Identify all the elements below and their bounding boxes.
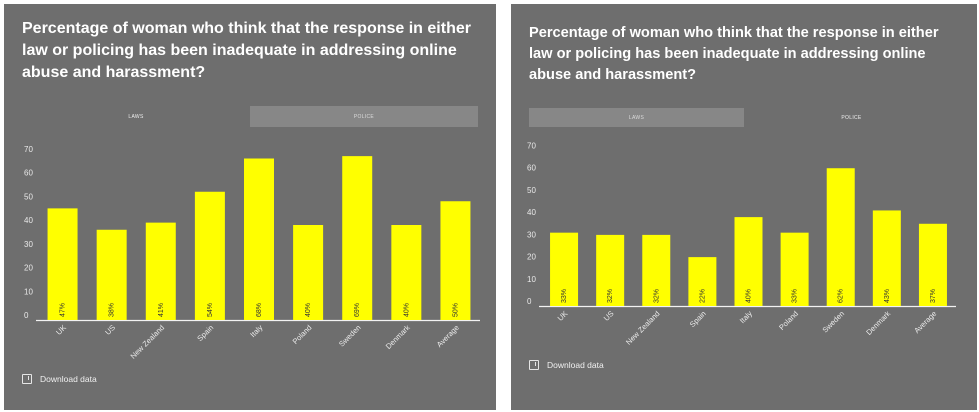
x-tick-label: Italy	[738, 309, 754, 325]
data-label: 41%	[158, 303, 165, 317]
x-tick-label: Sweden	[821, 309, 847, 335]
x-tick-label: UK	[54, 323, 68, 337]
data-label: 47%	[60, 303, 67, 317]
chart-title: Percentage of woman who think that the r…	[22, 20, 471, 81]
y-tick-label: 40	[24, 216, 33, 225]
bar	[872, 210, 901, 306]
bar	[342, 156, 373, 320]
y-tick-label: 60	[527, 164, 536, 173]
y-tick-label: 30	[527, 230, 536, 239]
bar	[244, 158, 274, 320]
tab-bar: LAWS POLICE	[529, 108, 959, 127]
data-label: 37%	[930, 289, 937, 303]
bar-chart: 0 10 20 30 40 50 60 70 47% UK 38% US 41% New Zealand 5…	[24, 145, 480, 361]
y-tick-label: 0	[527, 297, 532, 306]
data-label: 38%	[109, 303, 116, 317]
data-label: 33%	[561, 289, 568, 303]
y-tick-label: 20	[527, 253, 536, 262]
bar	[918, 223, 947, 306]
bar	[688, 257, 717, 306]
x-tick-label: Average	[435, 323, 461, 349]
chart-panel-laws: Percentage of woman who think that the r…	[4, 4, 496, 410]
bar	[391, 225, 422, 320]
bar	[642, 234, 671, 306]
data-label: 68%	[256, 303, 263, 317]
download-label: Download data	[40, 374, 97, 384]
bar-chart: 0 10 20 30 40 50 60 70 33% UK 32% US 32% New Zealand 2…	[527, 141, 956, 347]
x-tick-label: New Zealand	[129, 323, 167, 361]
download-data-button[interactable]: Download data	[22, 374, 97, 384]
bar	[550, 232, 579, 306]
y-tick-label: 10	[24, 287, 33, 296]
tab-laws[interactable]: LAWS	[529, 108, 744, 127]
download-label: Download data	[547, 360, 604, 370]
y-tick-label: 60	[24, 169, 33, 178]
y-tick-label: 20	[24, 264, 33, 273]
data-label: 40%	[403, 303, 410, 317]
y-tick-label: 70	[527, 141, 536, 150]
bar	[96, 229, 127, 320]
chart-panel-police: Percentage of woman who think that the r…	[511, 4, 977, 410]
chart-title: Percentage of woman who think that the r…	[529, 25, 939, 83]
x-tick-label: Sweden	[337, 323, 363, 349]
bar	[440, 201, 471, 320]
data-label: 40%	[305, 303, 312, 317]
bar	[596, 234, 625, 306]
bar	[293, 225, 324, 320]
bar	[194, 191, 225, 320]
x-tick-label: Spain	[688, 309, 708, 329]
x-tick-label: Poland	[291, 323, 314, 346]
tab-police[interactable]: POLICE	[250, 106, 478, 127]
data-label: 32%	[607, 289, 614, 303]
data-label: 40%	[746, 289, 753, 303]
y-tick-label: 0	[24, 311, 29, 320]
data-label: 50%	[452, 303, 459, 317]
download-icon	[22, 374, 32, 384]
data-label: 22%	[699, 289, 706, 303]
tab-police[interactable]: POLICE	[744, 108, 959, 127]
data-label: 69%	[354, 303, 361, 317]
bar	[780, 232, 809, 306]
tab-bar: LAWS POLICE	[22, 106, 478, 127]
x-tick-label: Denmark	[864, 309, 892, 337]
bar	[826, 168, 855, 306]
y-tick-label: 10	[527, 275, 536, 284]
x-tick-label: UK	[556, 309, 570, 323]
x-tick-label: Poland	[777, 309, 800, 332]
x-tick-label: US	[602, 309, 616, 323]
x-tick-label: Average	[912, 309, 938, 335]
bar	[145, 222, 176, 320]
data-label: 43%	[884, 289, 891, 303]
x-tick-label: US	[103, 323, 117, 337]
y-tick-label: 50	[527, 186, 536, 195]
y-tick-label: 70	[24, 145, 33, 154]
x-tick-label: Denmark	[384, 323, 412, 351]
y-tick-label: 40	[527, 208, 536, 217]
bar	[47, 208, 78, 320]
data-label: 54%	[207, 303, 214, 317]
bar	[734, 217, 763, 306]
x-tick-label: Spain	[195, 323, 215, 343]
download-icon	[529, 360, 539, 370]
y-tick-label: 30	[24, 240, 33, 249]
x-tick-label: Italy	[248, 323, 264, 339]
tab-laws[interactable]: LAWS	[22, 106, 250, 127]
data-label: 32%	[653, 289, 660, 303]
x-tick-label: New Zealand	[624, 309, 662, 347]
data-label: 62%	[838, 289, 845, 303]
data-label: 33%	[792, 289, 799, 303]
y-tick-label: 50	[24, 192, 33, 201]
download-data-button[interactable]: Download data	[529, 360, 604, 370]
